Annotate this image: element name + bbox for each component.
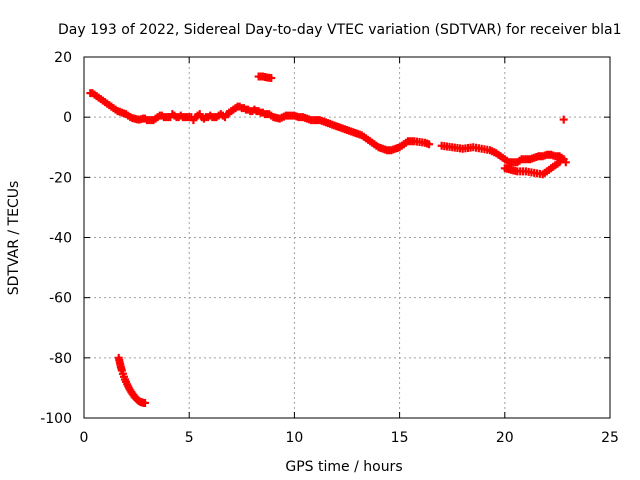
x-tick-label: 10	[285, 430, 303, 446]
x-axis-label: GPS time / hours	[285, 459, 402, 475]
x-tick-label: 25	[601, 430, 619, 446]
x-tick-label: 15	[391, 430, 409, 446]
y-tick-label: -100	[40, 411, 72, 427]
data-point	[141, 398, 150, 407]
data-point	[559, 115, 568, 124]
y-tick-label: -80	[49, 351, 72, 367]
axis-ticks: 0 5 10 15 20 25 -100 -80 -60 -40 -20 0 20	[40, 50, 619, 446]
data-point	[267, 74, 276, 83]
y-tick-label: -20	[49, 170, 72, 186]
y-tick-label: 0	[63, 110, 72, 126]
x-tick-label: 5	[185, 430, 194, 446]
y-tick-label: -40	[49, 231, 72, 247]
y-tick-label: 20	[54, 50, 72, 66]
y-tick-label: -60	[49, 291, 72, 307]
x-tick-label: 20	[496, 430, 514, 446]
plot-border	[83, 56, 611, 419]
grid-lines	[84, 57, 610, 418]
data-point	[425, 140, 434, 149]
data-point	[555, 158, 564, 167]
x-tick-label: 0	[80, 430, 89, 446]
chart-title: Day 193 of 2022, Sidereal Day-to-day VTE…	[58, 22, 621, 38]
y-axis-label: SDTVAR / TECUs	[6, 181, 22, 296]
data-points	[86, 72, 570, 407]
